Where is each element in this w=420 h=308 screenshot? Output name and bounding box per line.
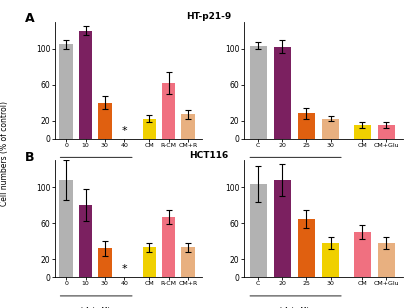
Text: *: * [121, 126, 127, 136]
Bar [162, 217, 176, 277]
Bar [143, 119, 156, 139]
Bar [98, 103, 112, 139]
Bar [249, 46, 267, 139]
Text: HCT116: HCT116 [189, 151, 228, 160]
Bar [98, 248, 112, 277]
Text: LA (mM): LA (mM) [280, 306, 309, 308]
Bar [274, 180, 291, 277]
Bar [298, 219, 315, 277]
Bar [60, 180, 73, 277]
Bar [378, 243, 395, 277]
Text: HT-p21-9: HT-p21-9 [186, 12, 231, 21]
Bar [181, 248, 195, 277]
Text: Cell numbers (% of control): Cell numbers (% of control) [0, 102, 9, 206]
Bar [60, 44, 73, 139]
Bar [274, 47, 291, 139]
Bar [162, 83, 176, 139]
Bar [143, 248, 156, 277]
Bar [322, 119, 339, 139]
Bar [181, 114, 195, 139]
Text: *: * [121, 265, 127, 274]
Bar [354, 232, 370, 277]
Bar [79, 205, 92, 277]
Bar [378, 125, 395, 139]
Text: LA (mM): LA (mM) [280, 168, 309, 174]
Text: LA (mM): LA (mM) [81, 168, 110, 174]
Text: B: B [25, 151, 35, 164]
Bar [298, 113, 315, 139]
Text: A: A [25, 12, 35, 25]
Bar [354, 125, 370, 139]
Bar [322, 243, 339, 277]
Text: LA (mM): LA (mM) [81, 306, 110, 308]
Bar [79, 30, 92, 139]
Bar [249, 184, 267, 277]
